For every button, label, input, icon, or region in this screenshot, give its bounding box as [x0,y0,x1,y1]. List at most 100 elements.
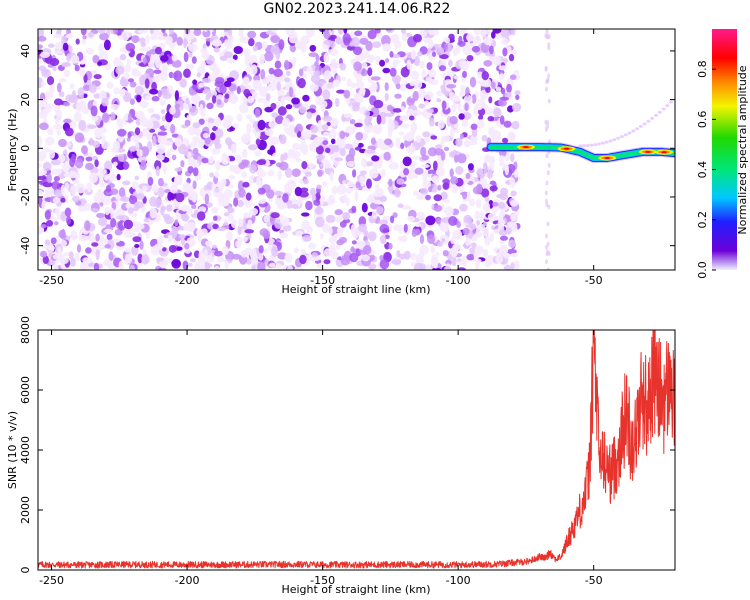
noise-point [66,215,72,225]
noise-point [242,148,248,159]
noise-point [368,168,379,179]
noise-point [451,247,458,258]
noise-point [168,245,177,253]
noise-point [462,70,467,78]
noise-point [406,59,412,70]
noise-point [401,31,407,42]
noise-point [285,104,293,110]
colorbar-tick-label: 0.2 [696,211,709,229]
noise-point [57,29,62,34]
noise-point [442,182,450,190]
noise-point [124,64,131,73]
noise-point [174,219,179,227]
noise-point [416,89,426,99]
noise-point [39,150,47,160]
noise-point [308,162,314,170]
noise-point [200,60,206,68]
noise-point [323,161,332,169]
noise-point [67,170,78,179]
noise-point [131,221,141,227]
noise-point [311,252,318,258]
noise-point [430,135,438,140]
noise-point [300,35,310,45]
noise-point [165,111,173,123]
noise-point [476,169,486,179]
noise-point [463,214,473,224]
noise-point [514,169,519,178]
noise-point [508,239,516,248]
noise-point [454,154,459,163]
noise-point [479,210,484,221]
noise-point [464,102,469,112]
noise-point [287,31,298,39]
noise-point [162,213,171,220]
noise-point [339,62,347,71]
noise-point [40,51,50,59]
noise-point [268,159,276,165]
noise-point [237,218,244,228]
noise-point [547,73,551,79]
noise-point [448,91,455,100]
noise-point [52,65,57,72]
noise-point [498,155,505,164]
noise-point [278,39,285,50]
signal-arc-point [635,127,640,131]
noise-point [462,44,472,56]
noise-point [53,98,63,106]
noise-point [320,103,325,113]
noise-point [492,206,497,215]
noise-point [264,248,269,254]
noise-point [228,175,236,180]
noise-point [308,242,317,250]
noise-point [104,160,113,172]
noise-point [193,29,202,36]
noise-point [363,230,369,236]
noise-point [211,147,221,155]
noise-point [74,252,80,262]
noise-point [396,250,401,258]
noise-point [483,37,493,46]
noise-point [510,29,516,36]
noise-point [199,187,205,197]
noise-point [301,161,308,170]
noise-point [208,156,214,164]
noise-point [221,246,229,256]
noise-point [514,210,520,216]
noise-point [343,89,351,99]
noise-point [510,190,517,197]
noise-point [157,131,168,136]
noise-point [491,31,496,39]
noise-point [276,81,282,91]
noise-point [411,161,418,168]
noise-point [349,252,359,263]
noise-point [498,65,508,71]
noise-point [270,102,277,110]
noise-point [490,130,501,141]
noise-point [326,197,336,206]
noise-point [236,113,243,122]
noise-point [325,214,336,223]
noise-point [63,101,71,107]
noise-point [419,60,425,69]
noise-point [270,212,280,219]
noise-point [373,99,384,109]
noise-point [246,233,252,240]
noise-point [323,248,333,257]
noise-point [335,36,342,45]
noise-point [41,244,49,249]
noise-point [334,209,343,216]
noise-point [270,35,281,44]
noise-point [116,215,125,220]
noise-point [184,248,191,254]
noise-point [223,212,230,217]
noise-point [499,96,510,101]
noise-point [180,204,190,212]
noise-scatter-layer [38,29,552,270]
signal-arc-point [669,100,674,104]
noise-point [457,267,466,270]
noise-point [328,129,337,140]
noise-point [45,136,55,146]
noise-point [157,31,164,41]
noise-point [238,161,246,170]
snr-y-axis-label: SNR (10 * v/v) [6,411,19,489]
